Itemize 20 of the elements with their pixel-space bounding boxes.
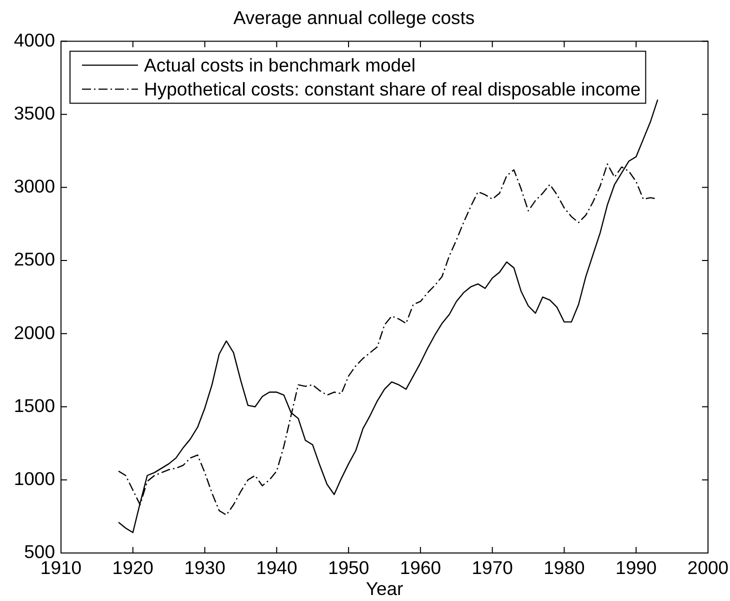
x-tick-label: 1950 [328, 557, 370, 578]
y-tick-label: 1000 [14, 468, 55, 489]
y-tick-label: 3500 [14, 102, 55, 124]
y-tick-label: 2000 [14, 322, 55, 343]
x-tick-label: 1940 [256, 557, 298, 578]
y-tick-label: 4000 [14, 29, 55, 50]
y-tick-label: 2500 [14, 248, 55, 270]
x-tick-label: 1990 [616, 557, 657, 578]
y-tick-label: 3000 [14, 176, 55, 197]
chart-title: Average annual college costs [233, 7, 475, 28]
x-tick-label: 1960 [400, 557, 442, 578]
legend-label: Hypothetical costs: constant share of real disposable income [144, 78, 641, 100]
x-tick-label: 1980 [544, 557, 585, 578]
legend-label: Actual costs in benchmark model [144, 54, 416, 76]
x-tick-label: 2000 [687, 557, 729, 578]
x-tick-label: 1930 [184, 557, 226, 578]
x-tick-label: 1920 [112, 557, 154, 578]
x-axis-title: Year [366, 578, 404, 599]
x-tick-label: 1970 [472, 557, 513, 578]
y-tick-label: 1500 [14, 394, 55, 416]
